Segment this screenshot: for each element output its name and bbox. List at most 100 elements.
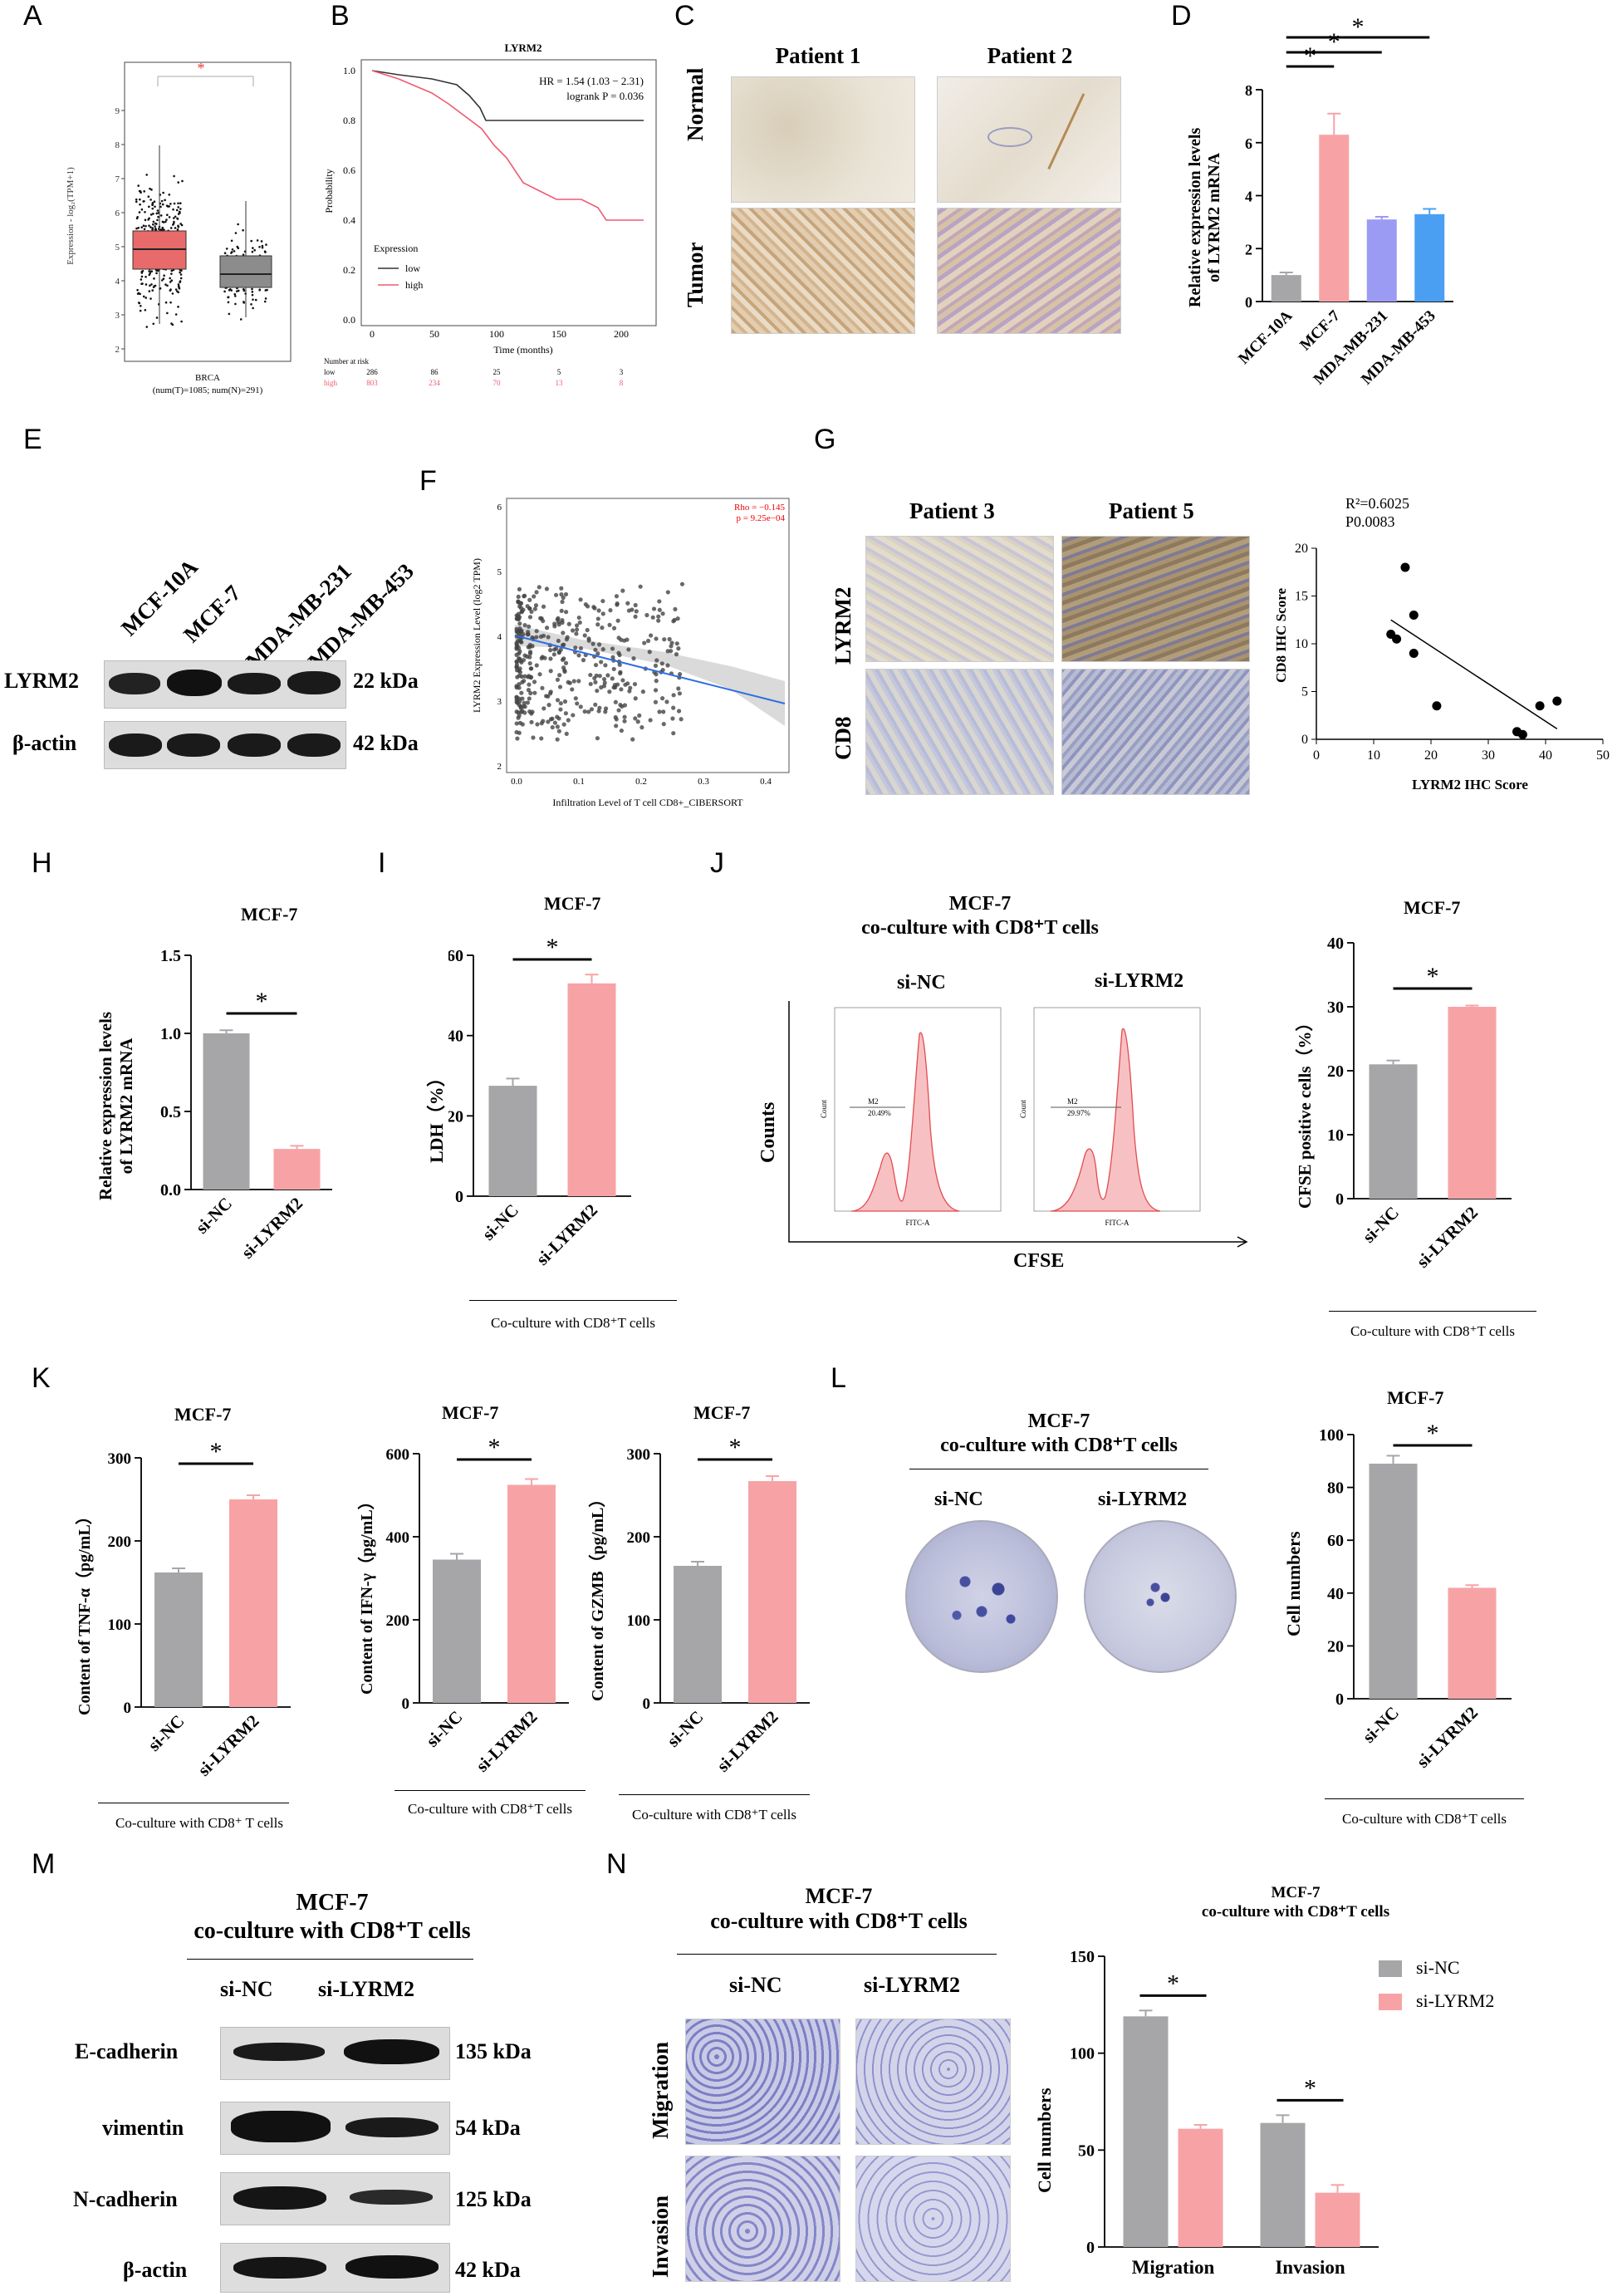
ytick-label: 1.5	[160, 947, 181, 965]
f-point	[514, 709, 519, 714]
a-point-normal	[230, 252, 233, 254]
ihc-normal-patient2	[937, 76, 1121, 203]
g-p: P0.0083	[1345, 513, 1395, 530]
f-point	[677, 691, 682, 696]
a-point-normal	[242, 228, 244, 232]
panel-h-title: MCF-7	[241, 904, 298, 925]
panel-c-row1: Normal	[683, 67, 708, 141]
f-point	[514, 695, 519, 700]
f-point	[517, 604, 522, 609]
bar	[1369, 1064, 1418, 1199]
xtick-label: 30	[1482, 748, 1495, 763]
a-point-normal	[228, 312, 231, 316]
xtick-label: si-NC	[192, 1194, 236, 1238]
panel-k-t3: MCF-7	[693, 1402, 751, 1423]
panel-j-title2: co-culture with CD8⁺T cells	[861, 917, 1099, 939]
f-point	[617, 662, 622, 667]
f-point	[525, 604, 530, 609]
km-curve-high	[371, 70, 644, 221]
bar	[154, 1572, 203, 1707]
sig-star: *	[210, 1438, 223, 1465]
f-point	[566, 679, 571, 684]
panel-j-footer: Co-culture with CD8⁺T cells	[1350, 1323, 1515, 1339]
a-point-tumor	[150, 189, 153, 191]
a-point-tumor	[144, 218, 147, 222]
a-point-tumor	[145, 326, 149, 328]
f-point	[520, 696, 525, 701]
ytick-label: 20	[1295, 542, 1308, 556]
a-point-tumor	[149, 213, 153, 216]
f-point	[671, 731, 676, 736]
panel-k2-footer-line	[394, 1790, 586, 1791]
blot-lane-2: MCF-7	[179, 580, 246, 648]
b-risk-high: 13	[556, 379, 564, 387]
f-point	[633, 602, 638, 608]
xtick-label: si-NC	[663, 1707, 707, 1751]
a-point-tumor	[178, 287, 181, 290]
ytick-label: 40	[1327, 1585, 1344, 1603]
f-point	[550, 716, 555, 721]
f-point	[592, 675, 597, 681]
panel-m-title1: MCF-7	[296, 1890, 369, 1916]
ytick-label: 0	[455, 1188, 463, 1206]
a-point-normal	[235, 290, 238, 292]
km-hr: HR = 1.54 (1.03 − 2.31)	[539, 75, 644, 87]
panel-g-col1: Patient 3	[909, 498, 995, 523]
f-point	[628, 685, 633, 690]
f-point	[608, 608, 613, 613]
f-point	[552, 720, 557, 725]
f-point	[603, 706, 609, 711]
f-point	[571, 713, 576, 718]
hist2-gate: M2	[1067, 1097, 1078, 1106]
f-point	[603, 709, 608, 714]
sig-star: *	[1167, 1970, 1179, 1997]
f-point	[613, 684, 618, 690]
f-point	[613, 714, 618, 720]
f-xlabel: Infiltration Level of T cell CD8+_CIBERS…	[552, 797, 743, 808]
blot-e-actin-strip	[104, 721, 346, 769]
a-point-normal	[228, 287, 232, 291]
f-point	[527, 624, 532, 629]
f-point	[671, 705, 676, 710]
bar	[273, 1149, 321, 1190]
km-legend-high: high	[405, 279, 423, 291]
panel-l-footer-line	[1325, 1798, 1524, 1799]
a-point-tumor	[180, 223, 184, 227]
f-point	[527, 696, 532, 701]
panel-k-t1: MCF-7	[174, 1404, 232, 1425]
scatter-point	[1552, 696, 1562, 706]
f-point	[517, 621, 522, 626]
f-point	[537, 585, 541, 590]
f-point	[570, 687, 575, 692]
f-point	[648, 718, 653, 723]
f-point	[665, 590, 670, 595]
panel-label-h: H	[32, 847, 52, 879]
panel-i-footer-line	[469, 1300, 677, 1301]
xtick-label: si-LYRM2	[1413, 1703, 1482, 1772]
hist2-xlabel: FITC-A	[1105, 1219, 1130, 1227]
f-point	[644, 612, 649, 618]
f-point	[640, 689, 645, 694]
panel-label-j: J	[710, 847, 724, 879]
f-point	[622, 714, 627, 719]
a-point-tumor	[156, 209, 159, 212]
f-point	[527, 660, 532, 666]
f-point	[595, 622, 600, 627]
f-point	[654, 658, 659, 663]
f-point	[593, 662, 599, 668]
f-xtick: 0.0	[511, 777, 522, 787]
panel-n-row2: Invasion	[648, 2195, 673, 2278]
f-point	[627, 689, 632, 694]
f-point	[514, 684, 519, 689]
ytick-label: 40	[448, 1028, 463, 1046]
a-point-normal	[233, 292, 237, 296]
f-point	[645, 638, 651, 644]
f-point	[517, 638, 522, 643]
a-ytick: 4	[115, 277, 120, 287]
f-point	[555, 677, 561, 682]
a-point-normal	[243, 302, 246, 304]
a-point-normal	[252, 298, 254, 301]
bar	[1448, 1587, 1497, 1699]
a-point-tumor	[144, 308, 147, 312]
